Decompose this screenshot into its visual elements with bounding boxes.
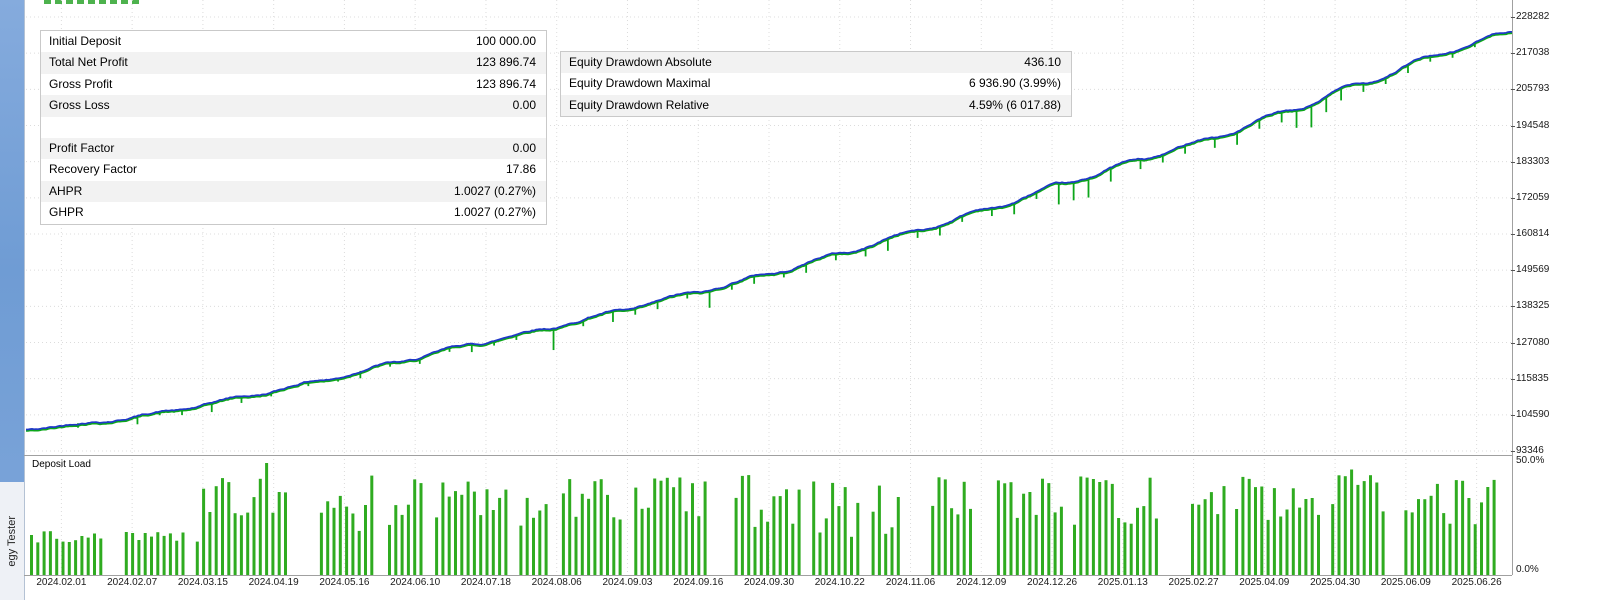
price-axis-label: 205793 — [1516, 83, 1550, 95]
price-axis-tick — [1511, 161, 1515, 163]
price-axis-tick — [1511, 125, 1515, 127]
stat-label: Profit Factor — [49, 140, 115, 155]
strategy-tester-tab[interactable]: egy Tester — [0, 488, 24, 594]
price-axis-tick — [1511, 53, 1515, 55]
stat-label: Equity Drawdown Relative — [569, 97, 710, 112]
stat-value: 123 896.74 — [475, 55, 536, 70]
stat-label — [41, 117, 536, 138]
stat-row: GHPR 1.0027 (0.27%) — [41, 202, 546, 224]
stat-label: Initial Deposit — [49, 34, 122, 48]
stat-label: AHPR — [49, 183, 83, 198]
price-axis-tick — [1511, 451, 1515, 452]
price-axis-tick — [1511, 306, 1515, 308]
stat-label: GHPR — [49, 205, 84, 220]
date-axis-label: 2024.09.16 — [673, 577, 724, 588]
date-axis-label: 2024.06.10 — [390, 577, 441, 588]
stat-row: AHPR 1.0027 (0.27%) — [41, 180, 546, 203]
stat-value: 1.0027 (0.27%) — [453, 205, 536, 220]
window-edge-bottom — [0, 482, 24, 600]
date-axis-label: 2024.08.06 — [531, 577, 582, 588]
price-axis-tick — [1511, 378, 1515, 380]
stat-row: Gross Loss 0.00 — [41, 95, 546, 117]
date-axis-label: 2025.02.27 — [1168, 577, 1219, 588]
deposit-load-chart — [30, 455, 1496, 575]
price-axis-label: 228282 — [1516, 11, 1550, 22]
stat-row: Total Net Profit 123 896.74 — [41, 52, 546, 74]
stat-row: Equity Drawdown Relative 4.59% (6 017.88) — [561, 94, 1071, 117]
stat-label: Recovery Factor — [49, 162, 138, 177]
date-axis-label: 2024.09.03 — [602, 577, 653, 588]
date-axis-label: 2024.05.16 — [319, 577, 370, 588]
price-axis-tick — [1511, 414, 1515, 416]
price-axis-label: 172059 — [1516, 191, 1550, 203]
stat-value: 1.0027 (0.27%) — [453, 183, 536, 198]
stat-value: 17.86 — [505, 162, 536, 177]
strategy-tester-tab-label: egy Tester — [6, 515, 18, 567]
date-axis-label: 2024.12.09 — [956, 577, 1007, 588]
deposit-load-min-label: 0.0% — [1516, 564, 1539, 575]
date-axis-label: 2024.11.06 — [885, 577, 936, 588]
date-axis-label: 2025.04.09 — [1239, 577, 1290, 588]
date-axis-label: 2024.02.01 — [36, 577, 87, 588]
balance-equity-chart — [26, 0, 1512, 455]
date-axis-label: 2025.04.30 — [1310, 577, 1361, 588]
stat-row: Equity Drawdown Absolute 436.10 — [561, 52, 1071, 74]
chart-separator-line — [24, 455, 1512, 456]
stat-label: Total Net Profit — [49, 55, 128, 70]
price-axis-tick — [1511, 17, 1515, 18]
price-axis-label: 149569 — [1516, 264, 1550, 276]
results-table-right: Equity Drawdown Absolute 436.10 Equity Dra… — [560, 51, 1072, 118]
stat-spacer-row — [41, 116, 546, 138]
stat-label: Equity Drawdown Absolute — [569, 55, 712, 69]
window-edge-divider — [24, 0, 25, 600]
date-axis-label: 2024.10.22 — [814, 577, 865, 588]
date-axis-label: 2025.06.26 — [1451, 577, 1502, 588]
price-axis-label: 217038 — [1516, 47, 1550, 59]
price-axis-tick — [1511, 342, 1515, 344]
stat-label: Gross Loss — [49, 98, 110, 113]
date-axis-label: 2025.06.09 — [1380, 577, 1431, 588]
date-axis-label: 2024.07.18 — [460, 577, 511, 588]
stat-value: 0.00 — [512, 98, 536, 113]
price-axis-tick — [1511, 89, 1515, 91]
price-axis-label: 104590 — [1516, 408, 1550, 420]
stat-row: Initial Deposit 100 000.00 — [41, 31, 546, 53]
date-axis-label: 2025.01.13 — [1097, 577, 1148, 588]
stat-value: 6 936.90 (3.99%) — [968, 76, 1061, 91]
date-axis-label: 2024.03.15 — [177, 577, 228, 588]
date-axis-label: 2024.02.07 — [107, 577, 158, 588]
price-axis-label: 127080 — [1516, 336, 1550, 348]
stat-label: Equity Drawdown Maximal — [569, 76, 711, 91]
date-axis-label: 2024.09.30 — [743, 577, 795, 588]
price-axis-label: 160814 — [1516, 228, 1550, 239]
price-axis-label: 183303 — [1516, 155, 1550, 167]
date-axis-label: 2024.12.26 — [1027, 577, 1078, 588]
chart-baseline — [24, 575, 1512, 576]
stat-value: 0.00 — [512, 140, 536, 155]
stat-row: Gross Profit 123 896.74 — [41, 73, 546, 96]
stat-value: 436.10 — [1024, 55, 1061, 69]
date-axis-label: 2024.04.19 — [248, 577, 299, 588]
price-axis-tick — [1511, 197, 1515, 199]
price-axis-tick — [1511, 270, 1515, 272]
stat-value: 100 000.00 — [475, 34, 536, 48]
chart-right-border — [1512, 0, 1513, 575]
price-axis-label: 115835 — [1516, 372, 1549, 384]
results-table-left: Initial Deposit 100 000.00 Total Net Profi… — [40, 30, 547, 225]
stat-row: Recovery Factor 17.86 — [41, 159, 546, 181]
deposit-load-title: Deposit Load — [32, 459, 91, 470]
price-axis-label: 138325 — [1516, 300, 1550, 312]
stat-label: Gross Profit — [49, 76, 113, 91]
stat-value — [536, 117, 546, 138]
price-axis-label: 93346 — [1516, 445, 1544, 456]
price-axis-tick — [1511, 234, 1515, 235]
stat-row: Equity Drawdown Maximal 6 936.90 (3.99%) — [561, 73, 1071, 95]
price-axis-label: 194548 — [1516, 119, 1550, 131]
stat-row: Profit Factor 0.00 — [41, 137, 546, 160]
deposit-load-max-label: 50.0% — [1516, 455, 1545, 466]
stat-value: 123 896.74 — [475, 76, 536, 91]
clipped-report-title — [44, 0, 140, 4]
stat-value: 4.59% (6 017.88) — [968, 97, 1061, 112]
